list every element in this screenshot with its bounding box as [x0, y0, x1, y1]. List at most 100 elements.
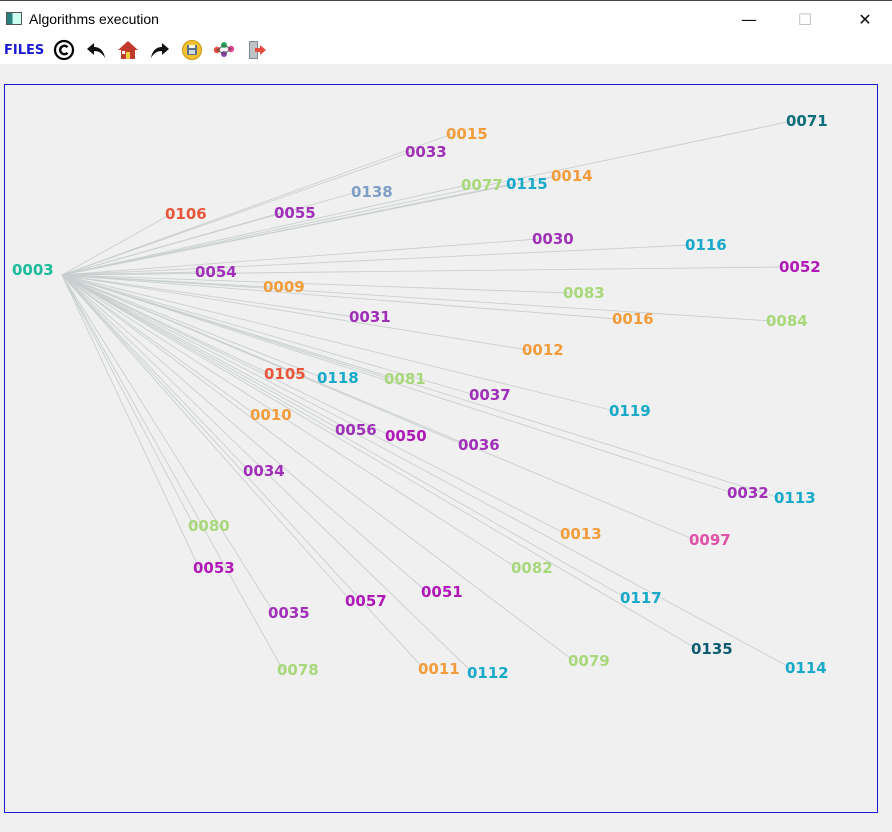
edge-0015 [61, 133, 453, 276]
node-0078[interactable]: 0078 [277, 661, 319, 679]
edge-0084 [61, 274, 773, 322]
title-bar: Algorithms execution — ☐ ✕ [0, 0, 892, 37]
node-0071[interactable]: 0071 [786, 112, 828, 130]
node-0054[interactable]: 0054 [195, 263, 237, 281]
edge-0012 [61, 274, 529, 351]
node-0051[interactable]: 0051 [421, 583, 463, 601]
node-0013[interactable]: 0013 [560, 525, 602, 543]
node-0053[interactable]: 0053 [193, 559, 235, 577]
node-0034[interactable]: 0034 [243, 462, 285, 480]
graph-icon[interactable] [212, 39, 236, 61]
node-0055[interactable]: 0055 [274, 204, 316, 222]
edge-0106 [61, 213, 172, 276]
node-0118[interactable]: 0118 [317, 369, 359, 387]
node-0056[interactable]: 0056 [335, 421, 377, 439]
edge-0054 [61, 271, 202, 276]
node-0081[interactable]: 0081 [384, 370, 426, 388]
node-0113[interactable]: 0113 [774, 489, 816, 507]
node-0112[interactable]: 0112 [467, 664, 509, 682]
node-0015[interactable]: 0015 [446, 125, 488, 143]
node-0057[interactable]: 0057 [345, 592, 387, 610]
node-0030[interactable]: 0030 [532, 230, 574, 248]
edge-0016 [61, 274, 619, 320]
save-icon[interactable] [180, 39, 204, 61]
edge-0057 [61, 274, 352, 602]
files-menu[interactable]: FILES [4, 43, 45, 58]
edge-0112 [61, 274, 474, 674]
app-icon [6, 12, 22, 25]
window-title: Algorithms execution [29, 11, 159, 27]
node-0036[interactable]: 0036 [458, 436, 500, 454]
edge-0056 [61, 274, 342, 431]
maximize-button[interactable]: ☐ [797, 10, 813, 29]
redo-icon[interactable] [148, 39, 172, 61]
edge-0037 [61, 274, 476, 396]
edge-0010 [61, 274, 257, 416]
edge-0079 [61, 274, 575, 662]
undo-icon[interactable] [84, 39, 108, 61]
graph-canvas[interactable]: 0071 0015 0033 0014 0077 0115 0138 0106 0055 0030… [4, 84, 878, 813]
node-0052[interactable]: 0052 [779, 258, 821, 276]
node-0037[interactable]: 0037 [469, 386, 511, 404]
node-0114[interactable]: 0114 [785, 659, 827, 677]
edge-0097 [61, 274, 696, 541]
node-0119[interactable]: 0119 [609, 402, 651, 420]
node-0032[interactable]: 0032 [727, 484, 769, 502]
node-0138[interactable]: 0138 [351, 183, 393, 201]
node-0012[interactable]: 0012 [522, 341, 564, 359]
edge-0053 [61, 274, 200, 569]
node-0080[interactable]: 0080 [188, 517, 230, 535]
node-0077[interactable]: 0077 [461, 176, 503, 194]
minimize-button[interactable]: — [741, 10, 757, 29]
node-0050[interactable]: 0050 [385, 427, 427, 445]
node-0115[interactable]: 0115 [506, 175, 548, 193]
node-0079[interactable]: 0079 [568, 652, 610, 670]
edge-0052 [61, 266, 786, 276]
node-0082[interactable]: 0082 [511, 559, 553, 577]
edge-0071 [61, 120, 793, 276]
edge-0118 [61, 274, 324, 379]
node-0135[interactable]: 0135 [691, 640, 733, 658]
edge-0031 [61, 274, 356, 318]
node-0035[interactable]: 0035 [268, 604, 310, 622]
home-icon[interactable] [116, 39, 140, 61]
node-0033[interactable]: 0033 [405, 143, 447, 161]
close-button[interactable]: ✕ [858, 10, 872, 29]
exit-icon[interactable] [244, 39, 268, 61]
edge-0030 [61, 238, 539, 276]
edge-0011 [61, 274, 425, 670]
edge-layer [61, 120, 793, 674]
node-0105[interactable]: 0105 [264, 365, 306, 383]
edge-0078 [61, 274, 284, 671]
node-0117[interactable]: 0117 [620, 589, 662, 607]
node-0097[interactable]: 0097 [689, 531, 731, 549]
node-0014[interactable]: 0014 [551, 167, 593, 185]
node-0083[interactable]: 0083 [563, 284, 605, 302]
edge-0035 [61, 274, 275, 614]
edge-0082 [61, 274, 518, 569]
node-0011[interactable]: 0011 [418, 660, 460, 678]
edge-0119 [61, 274, 616, 412]
edge-0055 [61, 212, 281, 276]
edge-0113 [61, 274, 781, 499]
edge-0077 [61, 184, 468, 276]
toolbar: FILES [0, 37, 892, 64]
edge-0013 [61, 274, 567, 535]
node-0010[interactable]: 0010 [250, 406, 292, 424]
edge-0080 [61, 274, 195, 527]
node-0031[interactable]: 0031 [349, 308, 391, 326]
node-0084[interactable]: 0084 [766, 312, 808, 330]
edge-0034 [61, 274, 250, 472]
edge-0114 [61, 274, 792, 669]
edge-0115 [61, 183, 513, 276]
edge-0117 [61, 274, 627, 599]
root-node[interactable]: 0003 [12, 261, 54, 279]
node-0009[interactable]: 0009 [263, 278, 305, 296]
edge-0116 [61, 244, 692, 276]
node-0116[interactable]: 0116 [685, 236, 727, 254]
copyright-icon[interactable] [52, 39, 76, 61]
node-0106[interactable]: 0106 [165, 205, 207, 223]
node-0016[interactable]: 0016 [612, 310, 654, 328]
